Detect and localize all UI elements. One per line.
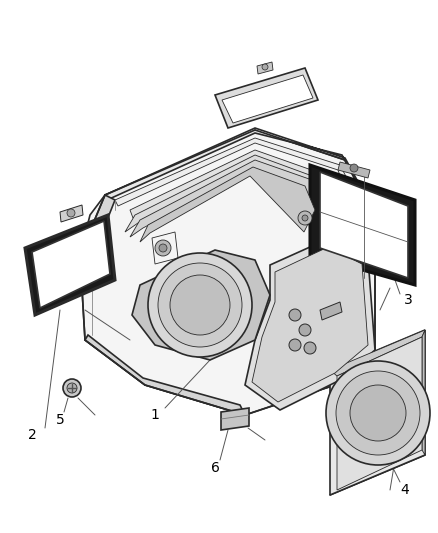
Polygon shape [80, 130, 375, 415]
Text: 1: 1 [151, 408, 159, 422]
Polygon shape [60, 205, 83, 222]
Polygon shape [80, 195, 115, 258]
Polygon shape [338, 162, 370, 178]
Polygon shape [25, 215, 115, 315]
Polygon shape [252, 247, 368, 402]
Circle shape [299, 324, 311, 336]
Circle shape [298, 211, 312, 225]
Circle shape [302, 215, 308, 221]
Polygon shape [85, 335, 245, 415]
Polygon shape [330, 340, 375, 385]
Polygon shape [115, 138, 365, 220]
Polygon shape [222, 75, 313, 123]
Polygon shape [320, 302, 342, 320]
Circle shape [336, 371, 420, 455]
Circle shape [262, 64, 268, 70]
Text: 3: 3 [404, 293, 412, 307]
Circle shape [170, 275, 230, 335]
Text: 5: 5 [56, 413, 64, 427]
Circle shape [289, 339, 301, 351]
Polygon shape [130, 160, 325, 237]
Polygon shape [257, 62, 273, 74]
Circle shape [67, 209, 75, 217]
Text: 2: 2 [28, 428, 36, 442]
Circle shape [350, 164, 358, 172]
Text: 4: 4 [401, 483, 410, 497]
Circle shape [158, 263, 242, 347]
Polygon shape [330, 330, 425, 376]
Polygon shape [132, 250, 270, 360]
Text: 6: 6 [211, 461, 219, 475]
Circle shape [289, 309, 301, 321]
Circle shape [148, 253, 252, 357]
Polygon shape [140, 167, 315, 242]
Polygon shape [337, 337, 422, 490]
Circle shape [63, 379, 81, 397]
Polygon shape [32, 221, 110, 308]
Polygon shape [125, 155, 330, 232]
Polygon shape [422, 330, 425, 455]
Polygon shape [310, 165, 415, 285]
Polygon shape [221, 408, 249, 430]
Circle shape [304, 342, 316, 354]
Circle shape [67, 383, 77, 393]
Circle shape [350, 385, 406, 441]
Circle shape [159, 244, 167, 252]
Polygon shape [330, 330, 425, 495]
Polygon shape [215, 68, 318, 128]
Circle shape [155, 240, 171, 256]
Polygon shape [105, 128, 375, 213]
Polygon shape [130, 150, 340, 225]
Polygon shape [245, 238, 375, 410]
Circle shape [326, 361, 430, 465]
Polygon shape [320, 172, 408, 278]
